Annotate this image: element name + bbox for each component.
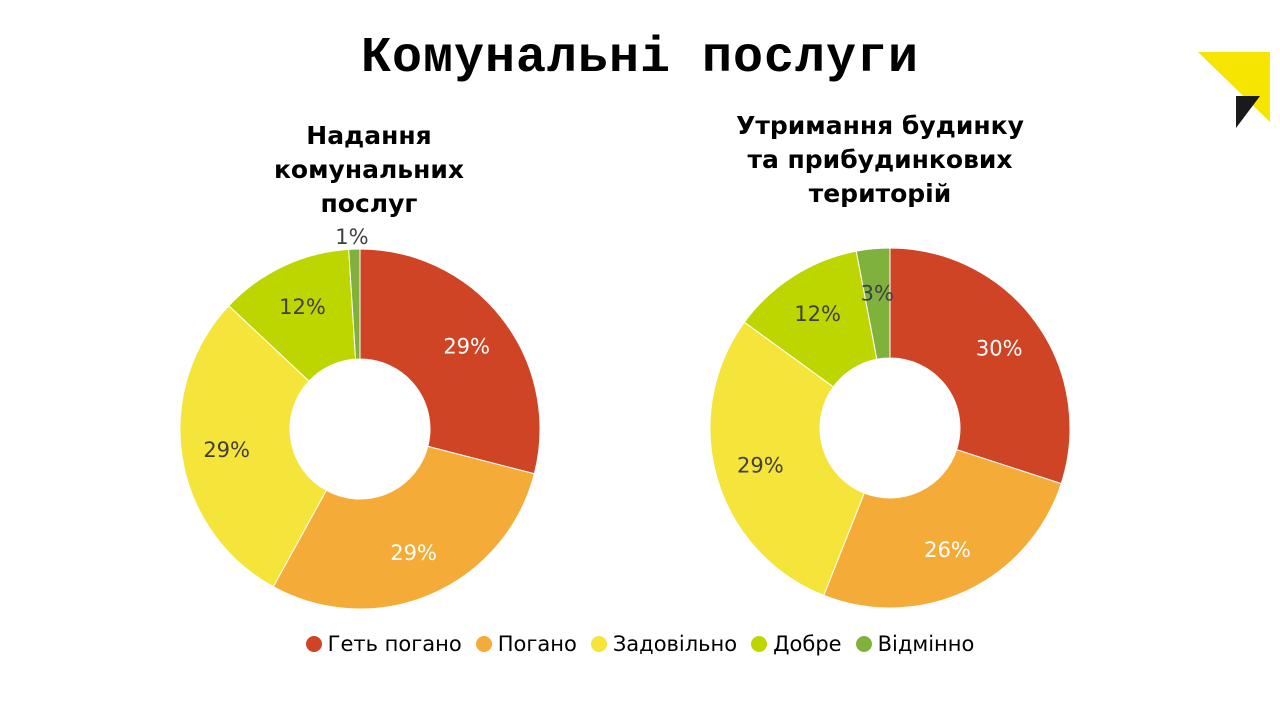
data-label-satisfactory: 29% (737, 454, 784, 478)
data-label-satisfactory: 29% (203, 438, 250, 462)
donut-slice-satisfactory (709, 321, 865, 597)
donut-slice-excellent (348, 248, 361, 360)
legend-swatch (475, 636, 492, 652)
legend-item-bad: Погано (475, 632, 577, 656)
donut-slice-good (743, 250, 878, 388)
legend-swatch (855, 636, 872, 652)
donut-slice-excellent (855, 247, 891, 360)
donut-slice-very-bad (359, 248, 541, 475)
slide-title: Комунальні послуги (360, 30, 920, 87)
legend-label: Геть погано (327, 632, 462, 656)
data-label-very-bad: 29% (443, 334, 490, 358)
legend-swatch (305, 636, 322, 652)
brand-logo-icon (1198, 52, 1272, 133)
data-label-very-bad: 30% (976, 337, 1023, 361)
data-label-excellent: 1% (335, 225, 368, 249)
legend-swatch (590, 636, 607, 652)
data-label-bad: 29% (390, 541, 437, 565)
legend-item-good: Добре (751, 632, 842, 656)
chart-title-line: територій (808, 179, 952, 208)
donut-slice-satisfactory (179, 305, 327, 588)
chart-legend: Геть погано Погано Задовільно Добре Відм… (0, 632, 1280, 656)
legend-item-very-bad: Геть погано (305, 632, 462, 656)
donut-slice-very-bad (889, 247, 1071, 485)
data-label-good: 12% (279, 295, 326, 319)
donut-hole (290, 359, 430, 499)
legend-item-satisfactory: Задовільно (590, 632, 738, 656)
data-label-bad: 26% (924, 538, 971, 562)
donut-slice-bad (272, 445, 535, 610)
data-label-good: 12% (794, 302, 841, 326)
chart-title-line: Утримання будинку (736, 111, 1024, 140)
chart-title-building-maintenance: Утримання будинку та прибудинкових терит… (720, 109, 1040, 211)
donut-slice-good (228, 248, 357, 382)
legend-label: Відмінно (877, 632, 975, 656)
legend-label: Добре (773, 632, 842, 656)
legend-item-excellent: Відмінно (855, 632, 975, 656)
chart-title-line: комунальних (273, 155, 465, 184)
chart-title-line: Надання (306, 121, 432, 150)
chart-title-line: послуг (320, 189, 418, 218)
chart-title-utility-services: Надання комунальних послуг (239, 119, 499, 221)
chart-title-line: та прибудинкових (747, 145, 1013, 174)
data-label-excellent: 3% (861, 282, 894, 306)
legend-label: Задовільно (612, 632, 738, 656)
legend-label: Погано (497, 632, 577, 656)
donut-hole (820, 358, 960, 498)
donut-slice-bad (823, 449, 1062, 609)
legend-swatch (751, 636, 768, 652)
brand-logo-dark-shape (1236, 96, 1260, 128)
